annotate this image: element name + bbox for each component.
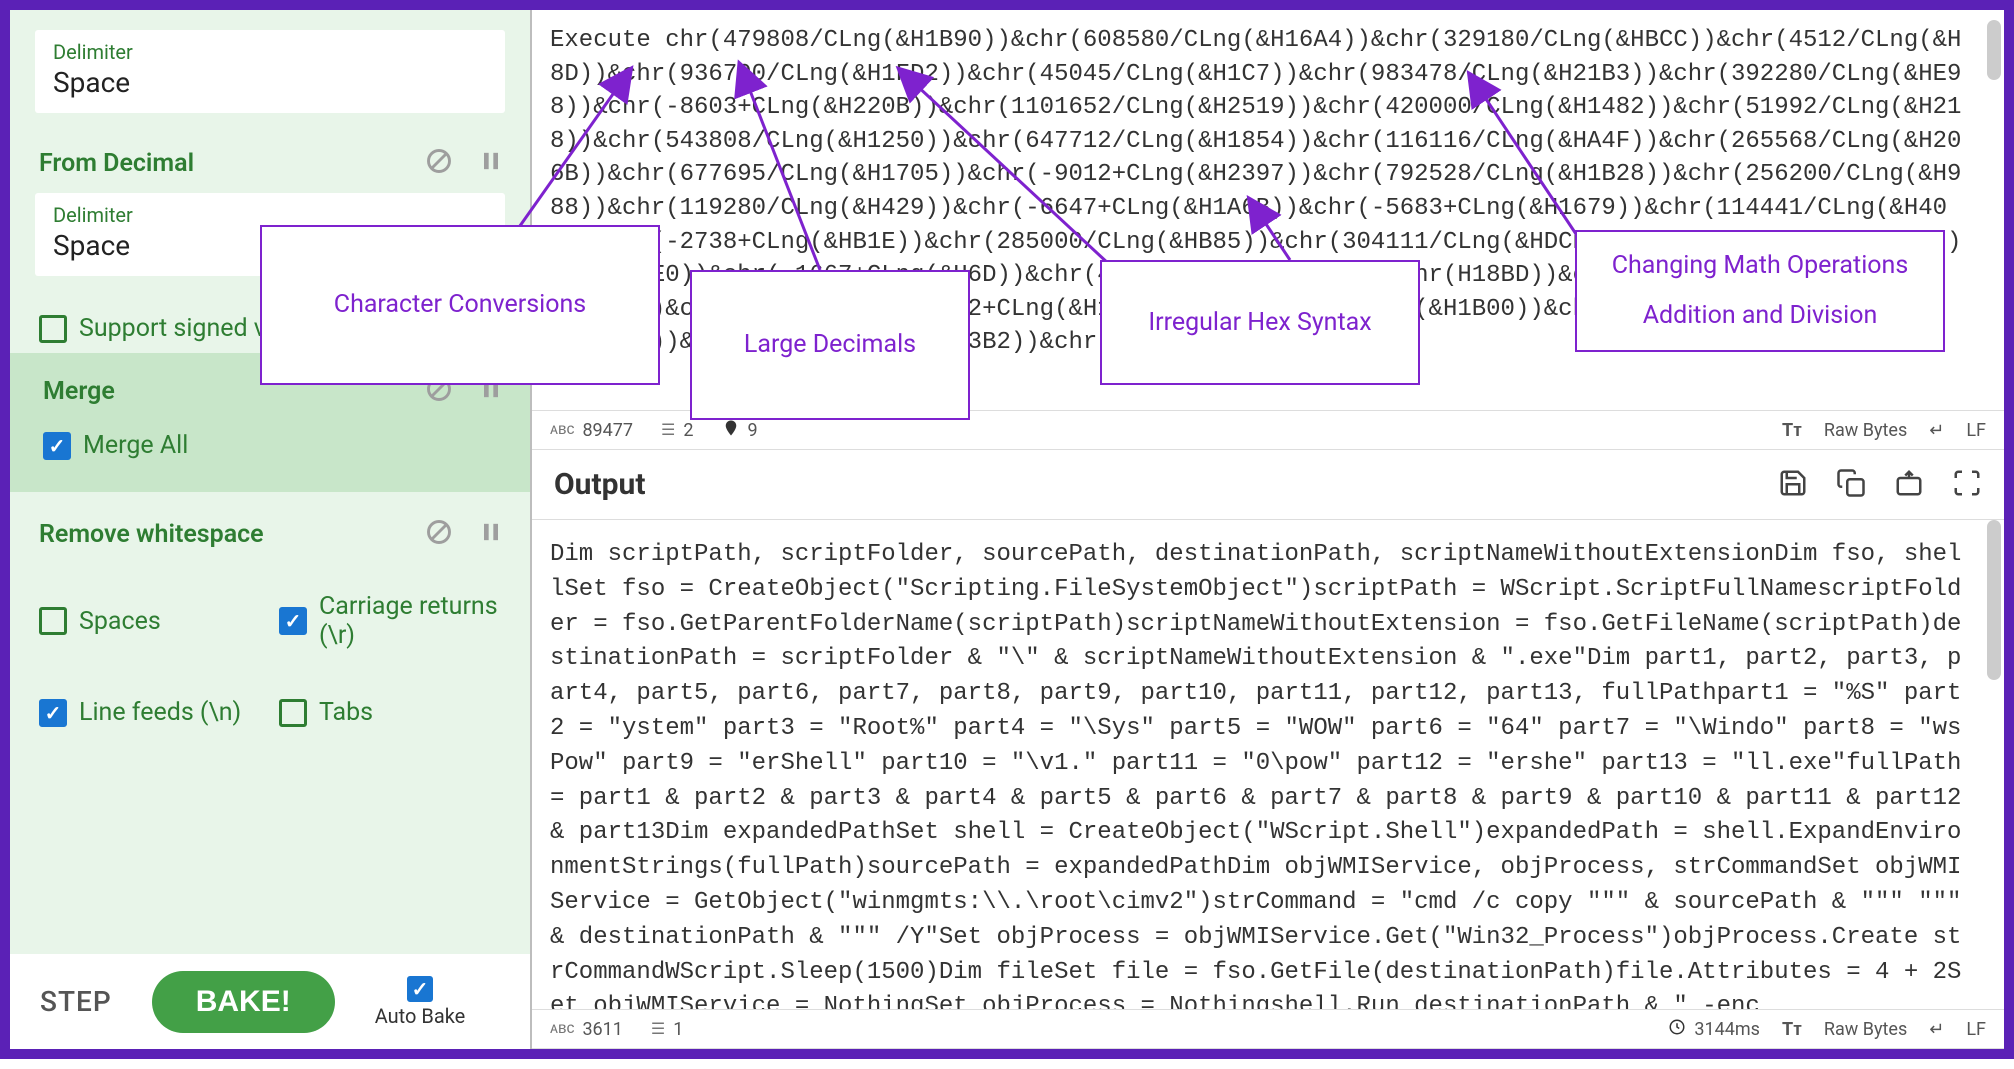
remove-whitespace-operation: Remove whitespace Spaces Carriage return… bbox=[35, 492, 505, 737]
output-title: Output bbox=[554, 467, 645, 502]
type-icon: Tᴛ bbox=[1782, 1019, 1802, 1040]
step-button[interactable]: STEP bbox=[40, 985, 112, 1018]
bake-button[interactable]: BAKE! bbox=[152, 971, 335, 1033]
cr-label: Carriage returns (\r) bbox=[319, 592, 501, 650]
lf-row[interactable]: Line feeds (\n) bbox=[35, 688, 265, 737]
line-count-icon: ☰ bbox=[661, 420, 675, 440]
raw-bytes-label[interactable]: Raw Bytes bbox=[1824, 420, 1907, 441]
recipe-panel: Delimiter Space From Decimal Delimiter S… bbox=[10, 10, 530, 1049]
checkbox-cr[interactable] bbox=[279, 607, 307, 635]
eol-label[interactable]: LF bbox=[1966, 1019, 1986, 1040]
op-controls bbox=[425, 147, 505, 179]
bake-time: 3144ms bbox=[1694, 1019, 1760, 1040]
clock-icon bbox=[1668, 1018, 1686, 1041]
spaces-row[interactable]: Spaces bbox=[35, 582, 265, 660]
annotation-large-decimals: Large Decimals bbox=[690, 270, 970, 420]
eol-icon: ↵ bbox=[1929, 1019, 1944, 1040]
recipe-scroll[interactable]: Delimiter Space From Decimal Delimiter S… bbox=[10, 10, 530, 954]
app-frame: Delimiter Space From Decimal Delimiter S… bbox=[0, 0, 2014, 1059]
whitespace-header: Remove whitespace bbox=[35, 512, 505, 564]
copy-icon[interactable] bbox=[1836, 468, 1866, 502]
output-header: Output bbox=[532, 450, 2004, 520]
auto-bake-toggle[interactable]: Auto Bake bbox=[375, 976, 466, 1028]
marker-count: 9 bbox=[748, 420, 758, 441]
delimiter-value: Space bbox=[53, 66, 487, 99]
delimiter-label: Delimiter bbox=[53, 40, 487, 64]
marker-icon bbox=[722, 419, 740, 442]
checkbox-autobake[interactable] bbox=[407, 976, 433, 1002]
checkbox-tabs[interactable] bbox=[279, 699, 307, 727]
checkbox-support-signed[interactable] bbox=[39, 315, 67, 343]
char-count-icon: ᴀʙᴄ bbox=[550, 421, 574, 439]
lf-label: Line feeds (\n) bbox=[79, 698, 241, 727]
fullscreen-icon[interactable] bbox=[1952, 468, 1982, 502]
eol-icon: ↵ bbox=[1929, 420, 1944, 441]
output-scrollbar[interactable] bbox=[1987, 520, 2001, 680]
output-char-count: 3611 bbox=[582, 1019, 622, 1040]
type-icon: Tᴛ bbox=[1782, 420, 1802, 441]
op-controls bbox=[425, 518, 505, 550]
char-count-icon: ᴀʙᴄ bbox=[550, 1020, 574, 1038]
tabs-label: Tabs bbox=[319, 698, 373, 727]
op-title-from-decimal: From Decimal bbox=[39, 149, 194, 178]
op-title-merge: Merge bbox=[43, 377, 115, 406]
op-title-whitespace: Remove whitespace bbox=[39, 520, 264, 549]
char-count: 89477 bbox=[582, 420, 633, 441]
spaces-label: Spaces bbox=[79, 607, 161, 636]
checkbox-merge-all[interactable] bbox=[43, 432, 71, 460]
from-decimal-header: From Decimal bbox=[35, 141, 505, 193]
save-icon[interactable] bbox=[1778, 468, 1808, 502]
output-status-bar: ᴀʙᴄ 3611 ☰ 1 3144ms Tᴛ Raw Bytes ↵ LF bbox=[532, 1009, 2004, 1049]
merge-all-row[interactable]: Merge All bbox=[39, 421, 505, 470]
disable-icon[interactable] bbox=[425, 147, 453, 179]
output-pane[interactable]: Dim scriptPath, scriptFolder, sourcePath… bbox=[532, 520, 2004, 1009]
output-code: Dim scriptPath, scriptFolder, sourcePath… bbox=[550, 541, 1961, 1009]
tabs-row[interactable]: Tabs bbox=[275, 688, 505, 737]
line-count: 2 bbox=[683, 420, 693, 441]
pause-icon[interactable] bbox=[477, 518, 505, 550]
annotation-irregular-hex: Irregular Hex Syntax bbox=[1100, 260, 1420, 385]
delimiter-label: Delimiter bbox=[53, 203, 487, 227]
annotation-math-ops: Changing Math Operations Addition and Di… bbox=[1575, 230, 1945, 352]
disable-icon[interactable] bbox=[425, 518, 453, 550]
merge-all-label: Merge All bbox=[83, 431, 188, 460]
pause-icon[interactable] bbox=[477, 147, 505, 179]
raw-bytes-label[interactable]: Raw Bytes bbox=[1824, 1019, 1907, 1040]
eol-label[interactable]: LF bbox=[1966, 420, 1986, 441]
checkbox-lf[interactable] bbox=[39, 699, 67, 727]
bottom-bar: STEP BAKE! Auto Bake bbox=[10, 954, 530, 1049]
move-to-input-icon[interactable] bbox=[1894, 468, 1924, 502]
output-line-count: 1 bbox=[673, 1019, 683, 1040]
checkbox-spaces[interactable] bbox=[39, 607, 67, 635]
autobake-label: Auto Bake bbox=[375, 1004, 466, 1028]
io-panel: Execute chr(479808/CLng(&H1B90))&chr(608… bbox=[530, 10, 2004, 1049]
input-scrollbar[interactable] bbox=[1987, 20, 2001, 80]
delimiter-select-1[interactable]: Delimiter Space bbox=[35, 30, 505, 113]
annotation-char-conversions: Character Conversions bbox=[260, 225, 660, 385]
line-count-icon: ☰ bbox=[651, 1019, 665, 1039]
cr-row[interactable]: Carriage returns (\r) bbox=[275, 582, 505, 660]
